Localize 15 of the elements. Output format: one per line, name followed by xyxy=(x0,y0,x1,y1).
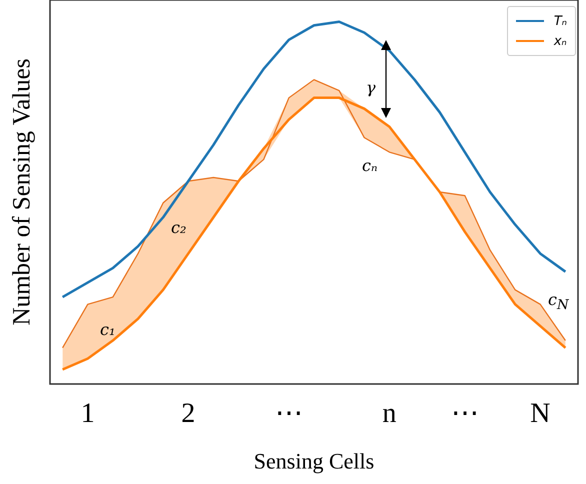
annotation: γ xyxy=(366,78,376,97)
annotation: c₁ xyxy=(100,320,116,339)
annotation: c$_{N}$ xyxy=(548,290,569,314)
x-axis-title: Sensing Cells xyxy=(254,448,374,474)
annotation: cₙ xyxy=(362,156,378,175)
x-tick-label: 2 xyxy=(181,398,196,430)
legend-label: xₙ xyxy=(554,34,567,48)
y-axis-title: Number of Sensing Values xyxy=(8,58,36,326)
x-tick-label: n xyxy=(382,398,396,430)
x-tick-label: 1 xyxy=(80,398,95,430)
legend-label: Tₙ xyxy=(554,14,567,28)
x-tick-label: ⋯ xyxy=(450,398,479,430)
x-tick-label: ⋯ xyxy=(274,398,303,430)
x-tick-label: N xyxy=(530,398,550,430)
annotation: c₂ xyxy=(171,218,186,237)
